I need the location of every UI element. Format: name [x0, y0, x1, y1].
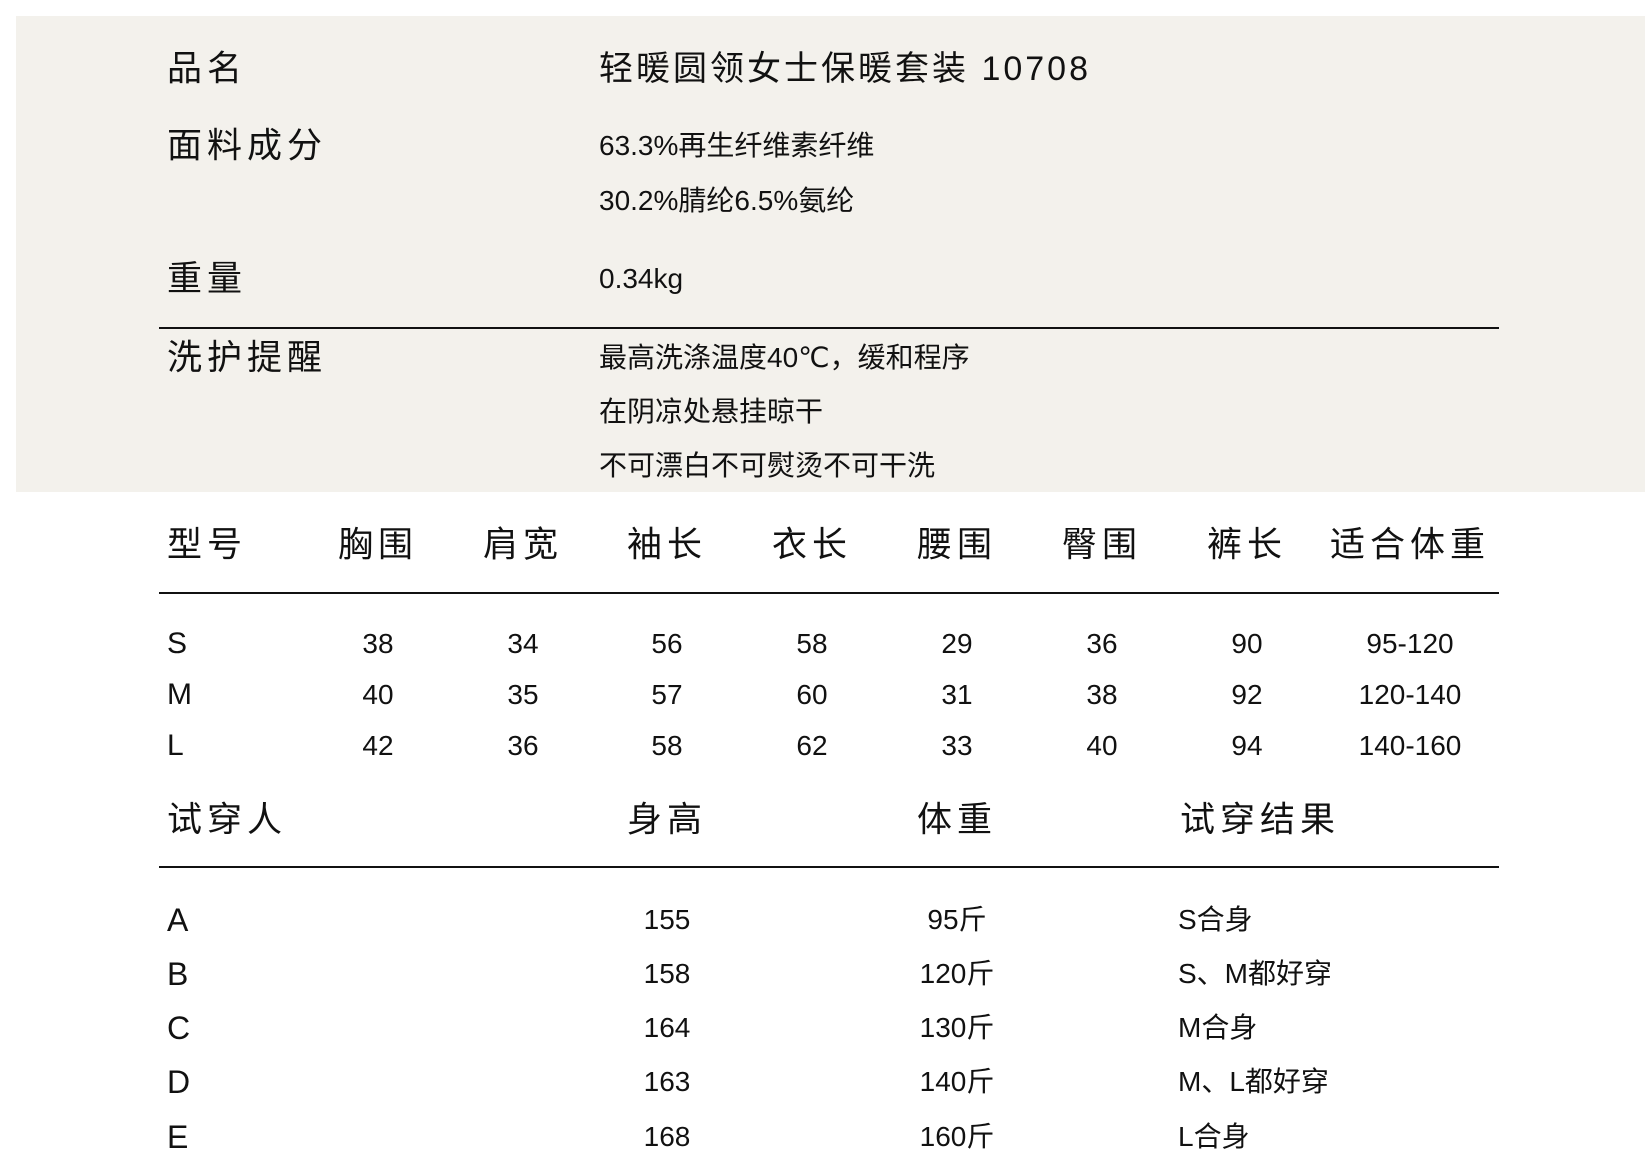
- header-tester: 试穿人: [167, 800, 288, 840]
- size-cell: M: [167, 678, 192, 711]
- table-cell: 92: [1231, 679, 1263, 710]
- fabric-label: 面料成分: [167, 126, 328, 166]
- height-cell: 158: [643, 958, 691, 989]
- weight-label: 重量: [167, 259, 248, 299]
- table-cell: 94: [1231, 730, 1263, 761]
- weight-cell: 95斤: [927, 904, 987, 935]
- header-waist: 腰围: [916, 525, 998, 565]
- table-cell: 62: [796, 730, 828, 761]
- table-cell: 29: [941, 628, 973, 659]
- table-cell: 35: [507, 679, 539, 710]
- weight-cell: 140斤: [919, 1066, 995, 1097]
- fabric-line: 30.2%腈纶6.5%氨纶: [599, 185, 855, 216]
- result-cell: M合身: [1178, 1012, 1258, 1043]
- header-shoulder: 肩宽: [482, 525, 564, 565]
- height-cell: 168: [643, 1121, 691, 1152]
- tester-cell: A: [167, 902, 189, 938]
- table-cell: 95-120: [1366, 628, 1454, 659]
- table-cell: 58: [651, 730, 683, 761]
- header-result: 试穿结果: [1180, 800, 1341, 840]
- tester-cell: C: [167, 1010, 191, 1046]
- tester-cell: B: [167, 956, 189, 992]
- weight-value: 0.34kg: [599, 263, 684, 294]
- name-label: 品名: [167, 49, 248, 89]
- header-chest: 胸围: [337, 525, 419, 565]
- divider: [159, 592, 1499, 594]
- header-hip: 臀围: [1061, 525, 1143, 565]
- result-cell: S、M都好穿: [1178, 958, 1333, 989]
- table-cell: 42: [362, 730, 394, 761]
- table-cell: 38: [1086, 679, 1118, 710]
- table-cell: 36: [1086, 628, 1118, 659]
- header-length: 衣长: [771, 525, 853, 565]
- height-cell: 155: [643, 904, 691, 935]
- table-cell: 31: [941, 679, 973, 710]
- tester-cell: E: [167, 1119, 189, 1155]
- weight-cell: 120斤: [919, 958, 995, 989]
- weight-cell: 160斤: [919, 1121, 995, 1152]
- table-cell: 90: [1231, 628, 1263, 659]
- divider: [159, 327, 1499, 329]
- header-fit-weight: 适合体重: [1329, 525, 1491, 565]
- weight-cell: 130斤: [919, 1012, 995, 1043]
- product-name: 轻暖圆领女士保暖套装 10708: [599, 50, 1091, 88]
- result-cell: M、L都好穿: [1178, 1066, 1329, 1097]
- header-weight: 体重: [916, 800, 998, 840]
- care-label: 洗护提醒: [167, 338, 328, 378]
- table-cell: 36: [507, 730, 539, 761]
- header-size: 型号: [167, 525, 248, 565]
- fabric-line: 63.3%再生纤维素纤维: [599, 130, 875, 161]
- table-cell: 38: [362, 628, 394, 659]
- care-line: 不可漂白不可熨烫不可干洗: [599, 450, 936, 481]
- table-cell: 58: [796, 628, 828, 659]
- header-height: 身高: [626, 800, 708, 840]
- table-cell: 60: [796, 679, 828, 710]
- table-cell: 140-160: [1358, 730, 1462, 761]
- product-info-panel: [16, 16, 1645, 492]
- table-cell: 34: [507, 628, 539, 659]
- height-cell: 164: [643, 1012, 691, 1043]
- header-sleeve: 袖长: [626, 525, 708, 565]
- divider: [159, 866, 1499, 868]
- table-cell: 33: [941, 730, 973, 761]
- table-cell: 57: [651, 679, 683, 710]
- size-cell: S: [167, 627, 188, 660]
- tester-cell: D: [167, 1064, 191, 1100]
- table-cell: 120-140: [1358, 679, 1462, 710]
- table-cell: 40: [362, 679, 394, 710]
- care-line: 最高洗涤温度40℃，缓和程序: [599, 342, 970, 373]
- height-cell: 163: [643, 1066, 691, 1097]
- result-cell: S合身: [1178, 904, 1253, 935]
- table-cell: 56: [651, 628, 683, 659]
- care-line: 在阴凉处悬挂晾干: [599, 396, 824, 427]
- result-cell: L合身: [1178, 1121, 1250, 1152]
- header-pants-length: 裤长: [1206, 525, 1288, 565]
- table-cell: 40: [1086, 730, 1118, 761]
- size-cell: L: [167, 729, 184, 762]
